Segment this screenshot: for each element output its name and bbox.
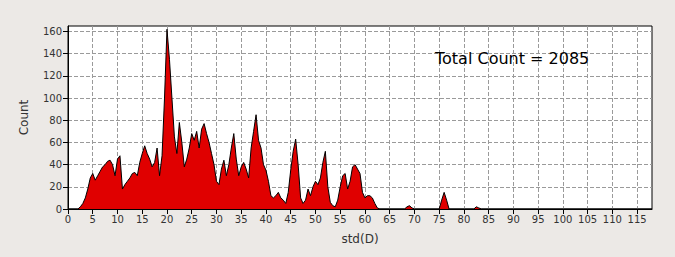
- svg-text:80: 80: [49, 115, 62, 126]
- svg-text:80: 80: [458, 214, 471, 225]
- svg-text:10: 10: [111, 214, 124, 225]
- svg-text:50: 50: [309, 214, 322, 225]
- svg-text:0: 0: [56, 204, 62, 215]
- svg-text:110: 110: [603, 214, 622, 225]
- svg-text:20: 20: [49, 181, 62, 192]
- svg-text:85: 85: [482, 214, 495, 225]
- svg-text:160: 160: [43, 26, 62, 37]
- svg-text:75: 75: [433, 214, 446, 225]
- svg-text:40: 40: [49, 159, 62, 170]
- svg-text:115: 115: [628, 214, 647, 225]
- svg-text:60: 60: [49, 137, 62, 148]
- svg-text:90: 90: [507, 214, 520, 225]
- svg-text:100: 100: [43, 93, 62, 104]
- svg-text:140: 140: [43, 48, 62, 59]
- svg-text:120: 120: [43, 70, 62, 81]
- svg-text:60: 60: [359, 214, 372, 225]
- svg-text:40: 40: [260, 214, 273, 225]
- svg-text:65: 65: [383, 214, 396, 225]
- svg-text:0: 0: [65, 214, 71, 225]
- svg-text:35: 35: [235, 214, 248, 225]
- svg-text:55: 55: [334, 214, 347, 225]
- svg-text:20: 20: [161, 214, 174, 225]
- svg-text:45: 45: [284, 214, 297, 225]
- svg-text:std(D): std(D): [341, 232, 378, 246]
- svg-text:100: 100: [553, 214, 572, 225]
- svg-text:30: 30: [210, 214, 223, 225]
- svg-text:105: 105: [578, 214, 597, 225]
- svg-text:70: 70: [408, 214, 421, 225]
- svg-text:5: 5: [90, 214, 96, 225]
- svg-text:25: 25: [185, 214, 198, 225]
- svg-text:Total Count = 2085: Total Count = 2085: [434, 49, 589, 68]
- svg-text:95: 95: [532, 214, 545, 225]
- svg-text:Count: Count: [17, 99, 31, 135]
- svg-text:15: 15: [136, 214, 149, 225]
